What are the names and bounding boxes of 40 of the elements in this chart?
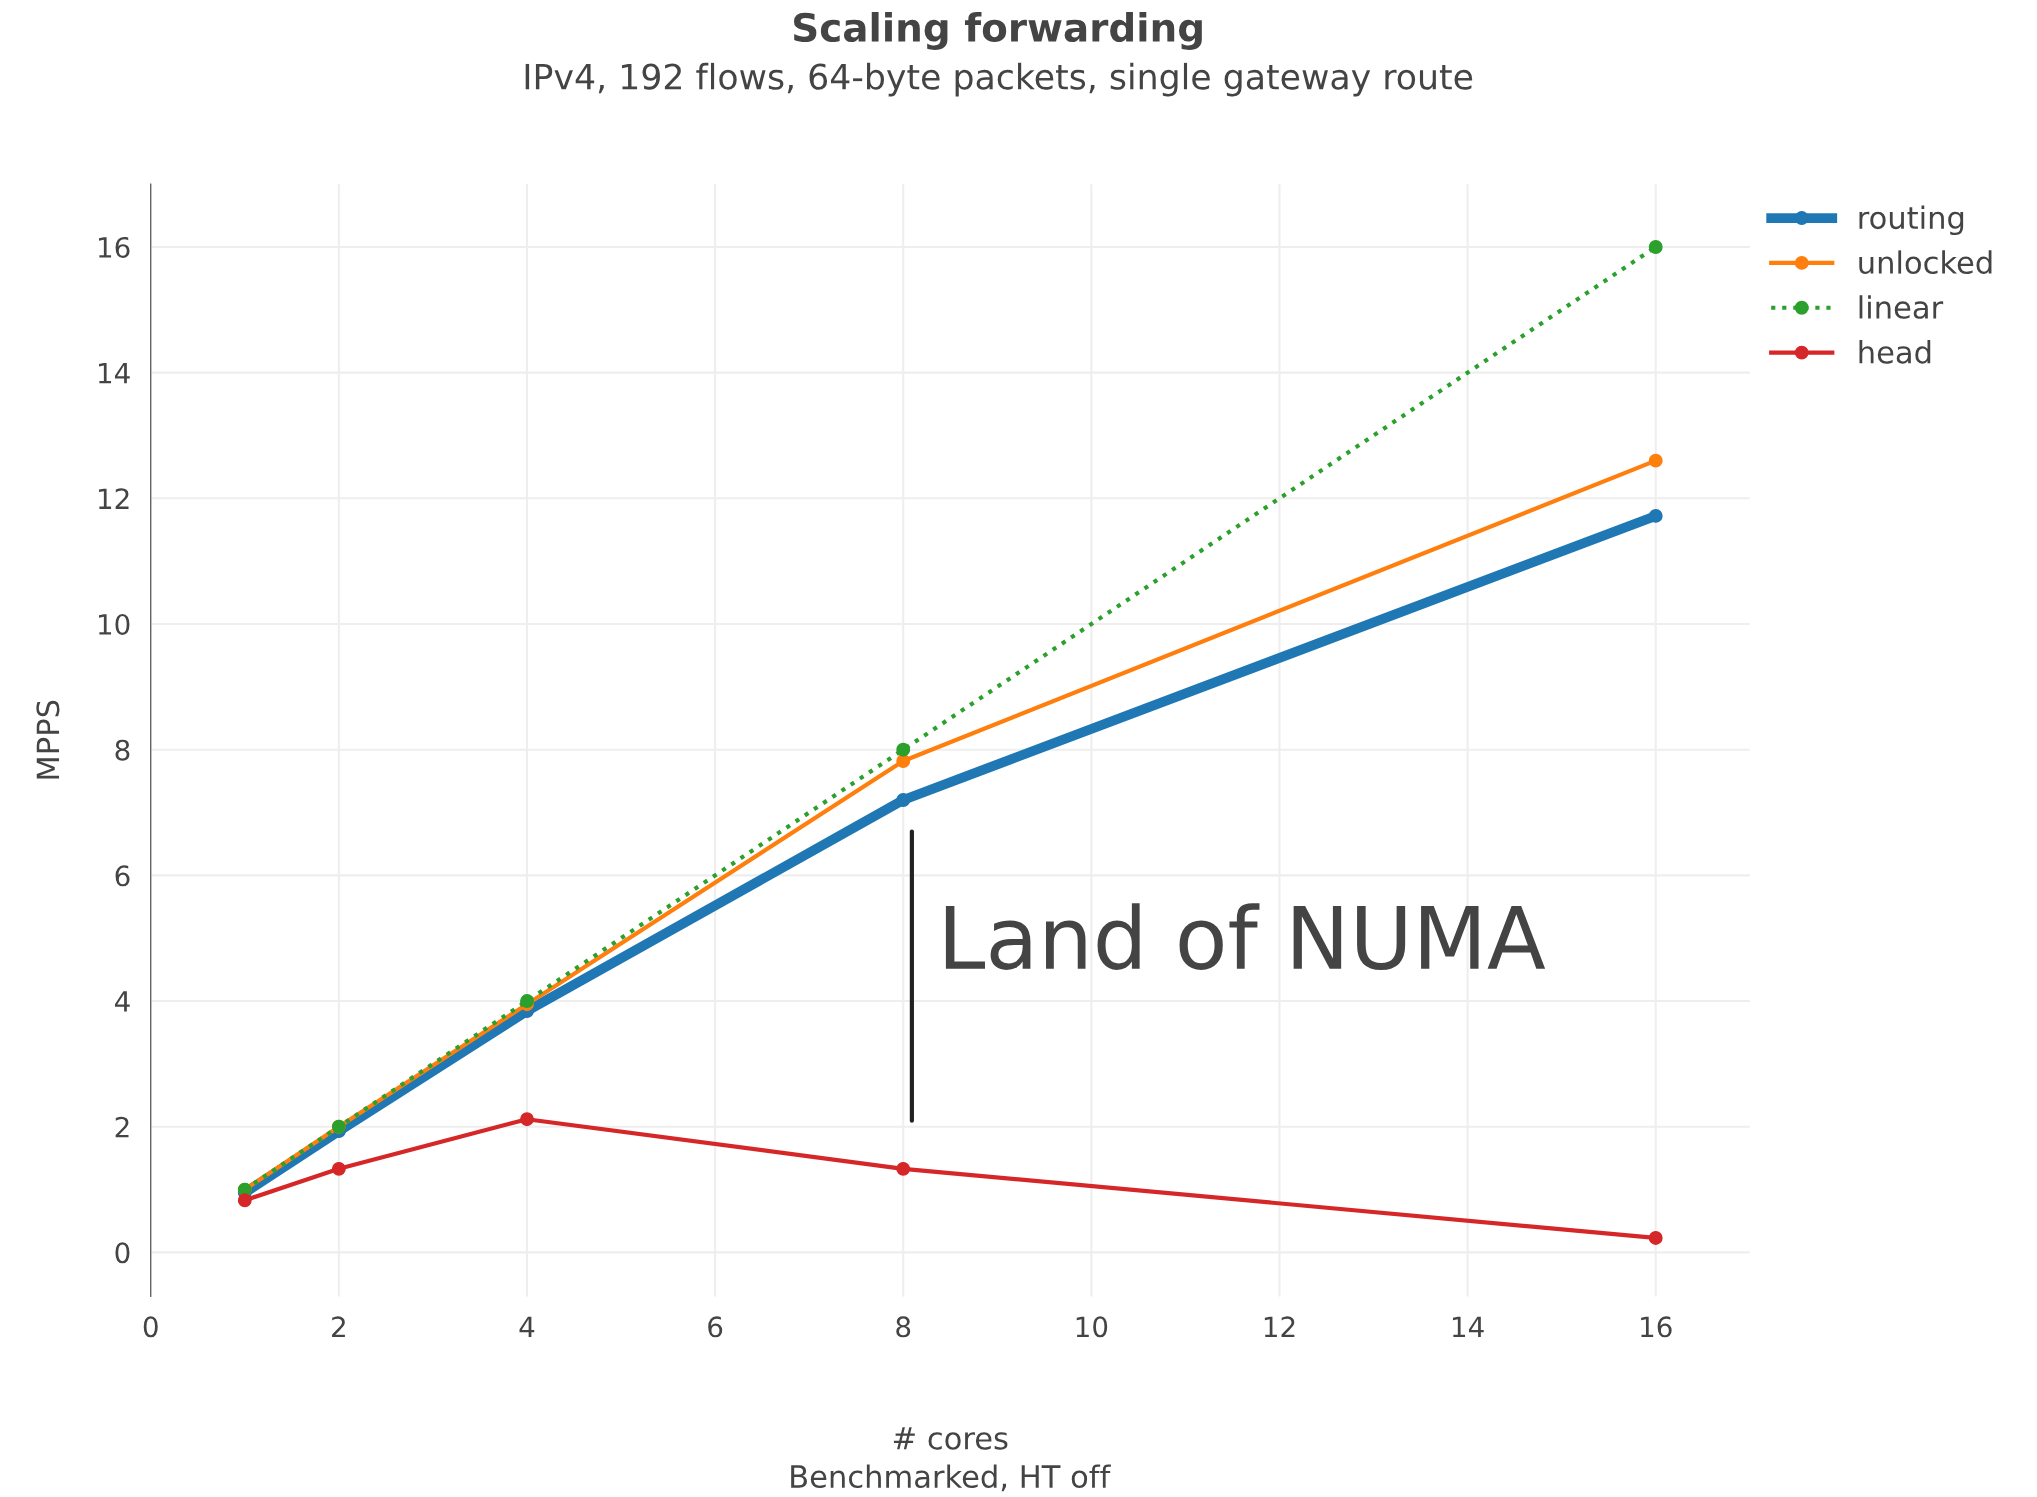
legend-label: unlocked (1859, 250, 1992, 275)
y-tick-label: 6 (115, 865, 130, 887)
x-tick-label: 4 (519, 1316, 535, 1337)
point (331, 1161, 346, 1176)
x-tick-label: 16 (1641, 1316, 1672, 1338)
y-tick-label: 4 (114, 991, 130, 1012)
x-tick-label: 0 (143, 1316, 158, 1338)
chart-subtitle: IPv4, 192 flows, 64-byte packets, single gateway route (525, 62, 1473, 97)
point (1648, 240, 1663, 254)
point (1648, 508, 1663, 523)
legend-label: linear (1859, 295, 1944, 319)
point (1648, 1231, 1663, 1245)
x-tick-label: 12 (1264, 1316, 1295, 1337)
y-tick-label: 10 (99, 613, 130, 635)
y-tick-label: 2 (115, 1116, 129, 1138)
point (520, 1112, 534, 1127)
chart-title: Scaling forwarding (793, 11, 1202, 50)
y-tick-label: 0 (115, 1242, 130, 1264)
y-tick-label: 8 (115, 739, 130, 761)
y-tick-label: 14 (99, 362, 130, 384)
x-axis-title: # cores (893, 1427, 1008, 1450)
y-tick-label: 12 (99, 488, 129, 509)
text: Benchmarked, HT off (791, 1464, 1111, 1492)
x-tick-label: 2 (332, 1316, 345, 1337)
x-tick-label: 8 (896, 1316, 911, 1338)
point (1648, 453, 1663, 468)
annotation: Land of NUMA (945, 903, 1546, 970)
x-tick-label: 14 (1452, 1316, 1484, 1337)
x-tick-label: 10 (1076, 1316, 1108, 1338)
point (896, 1161, 911, 1176)
point (896, 754, 911, 768)
x-tick-label: 6 (708, 1316, 723, 1338)
y-tick-label: 16 (99, 236, 130, 258)
point (896, 742, 911, 757)
point (237, 1193, 252, 1208)
legend-label: routing (1859, 205, 1964, 236)
y-axis-title: MPPS (36, 700, 60, 779)
legend-label: head (1859, 340, 1931, 364)
point (520, 994, 534, 1008)
point (896, 793, 911, 807)
